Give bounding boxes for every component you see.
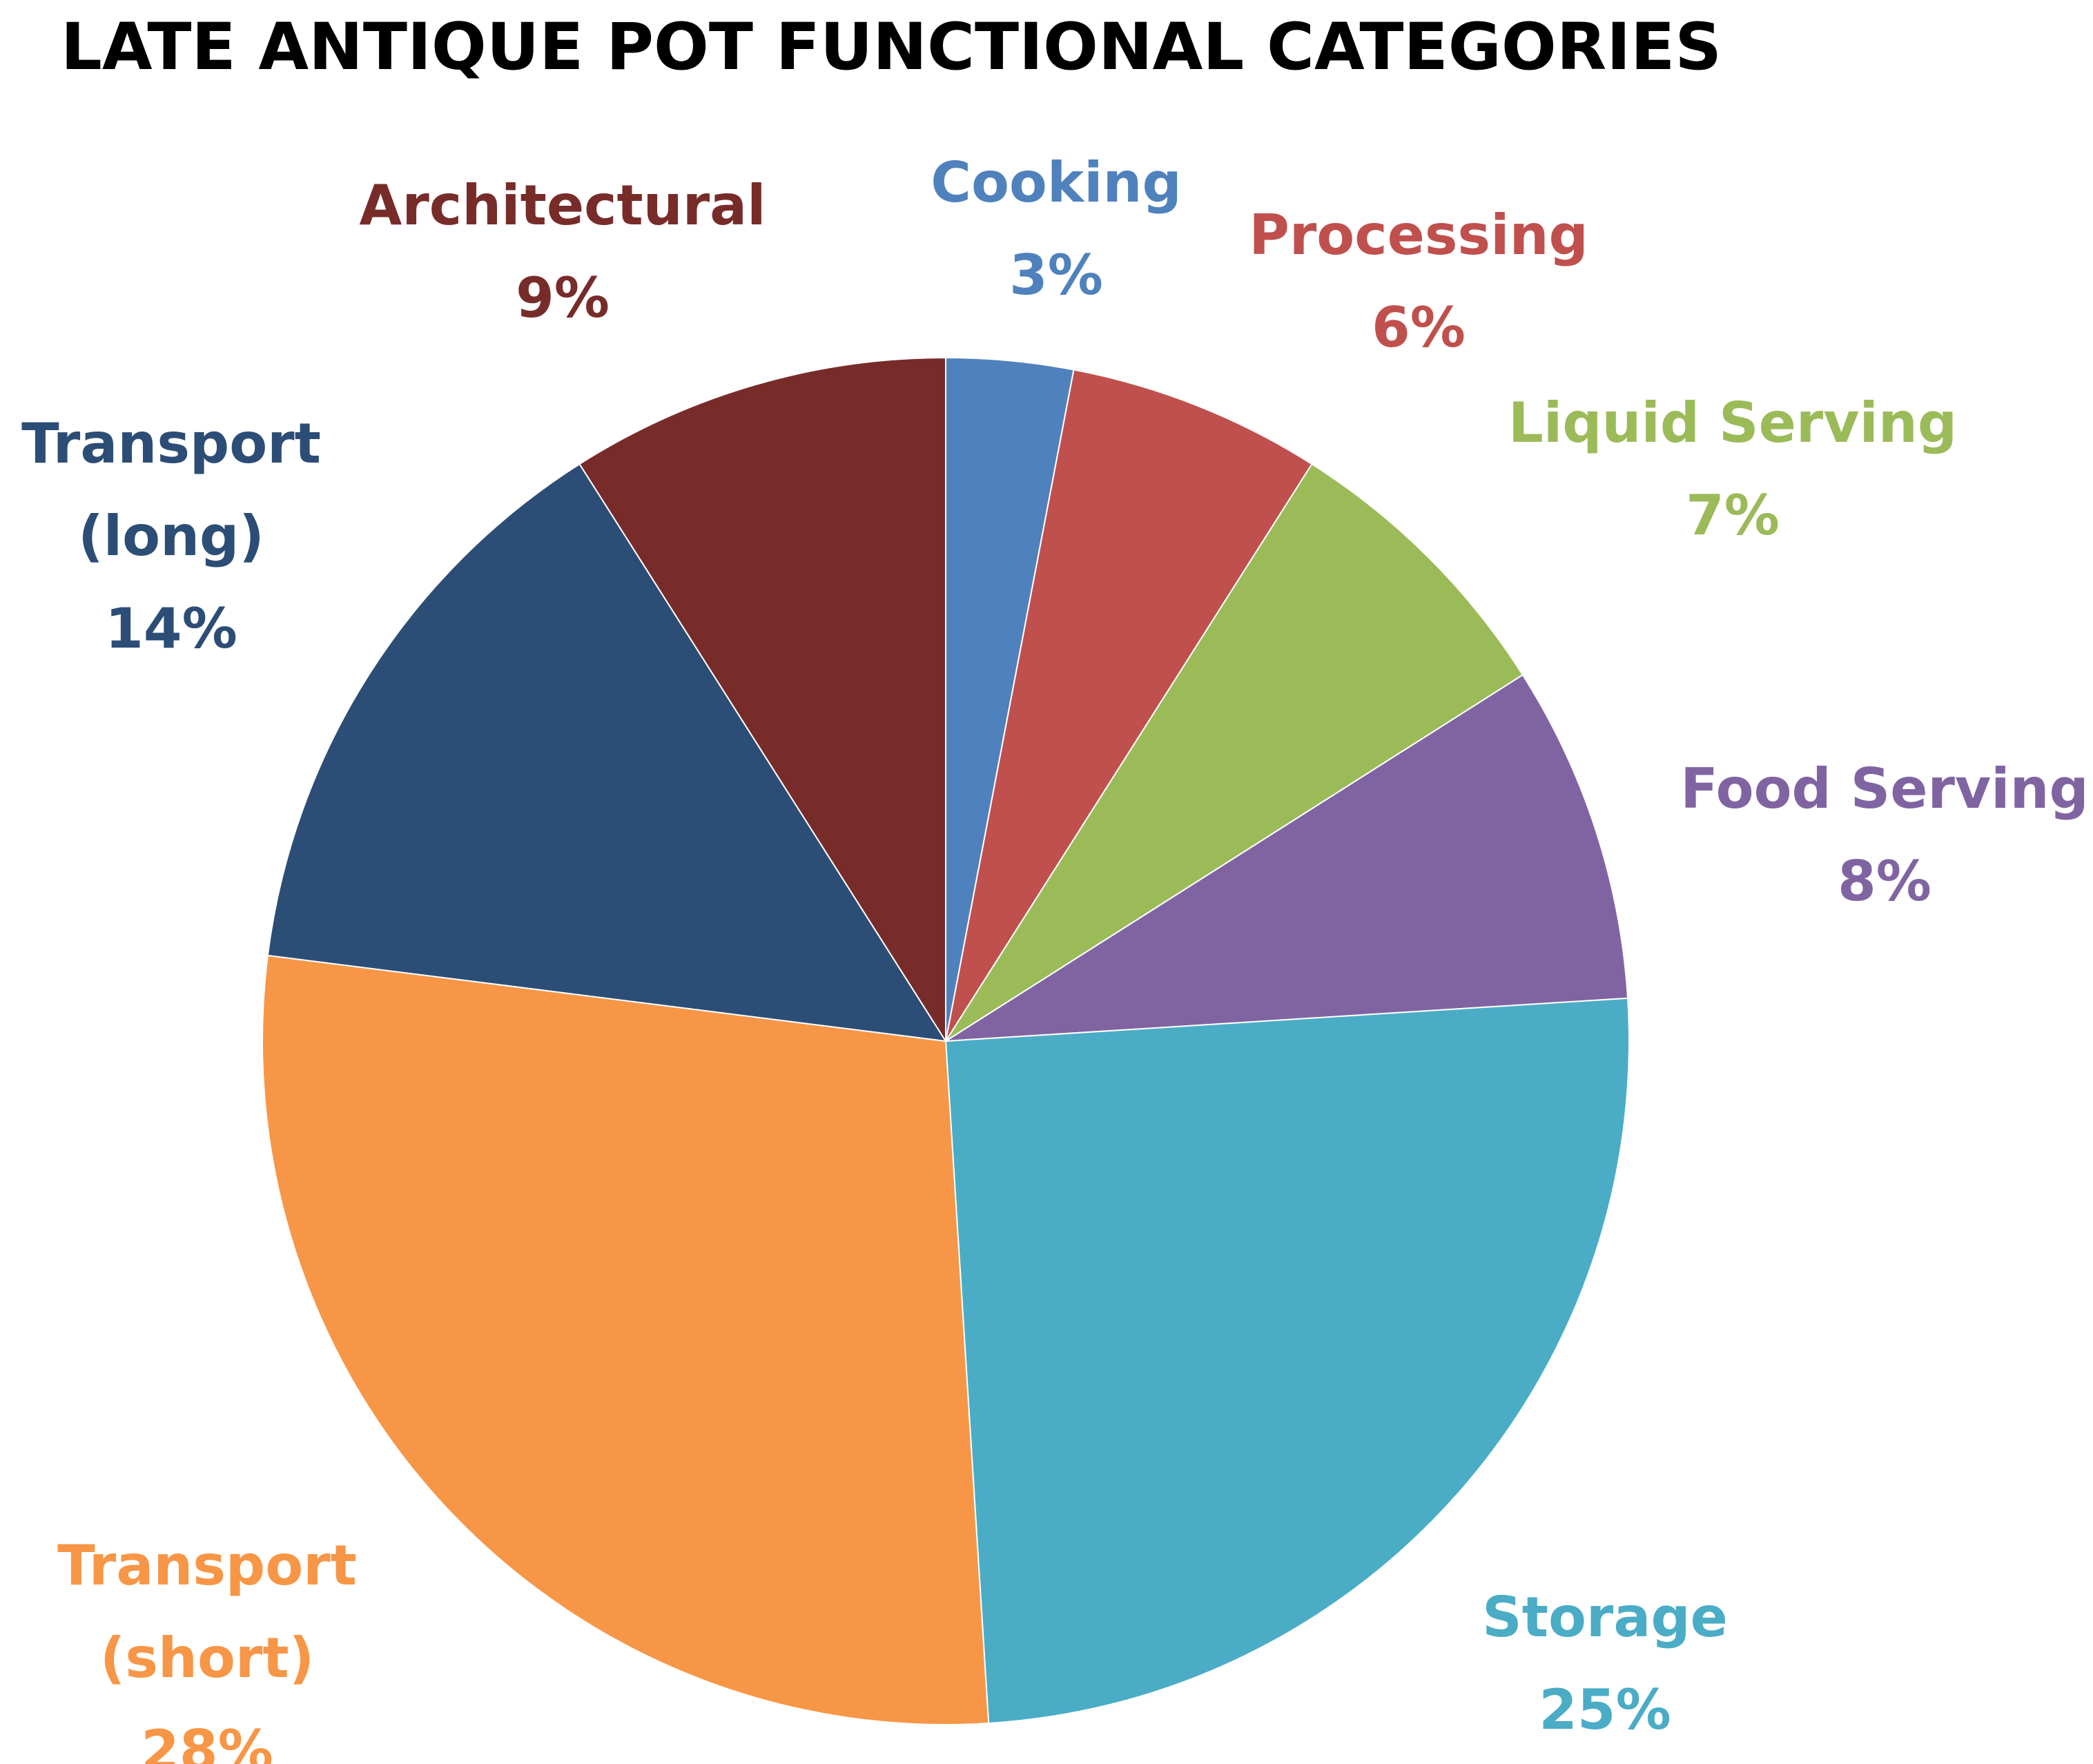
slice-name: (short) — [100, 1626, 314, 1690]
pie-slice-transport-short — [262, 954, 990, 1725]
slice-percent: 7% — [1686, 483, 1780, 547]
slice-percent: 14% — [105, 597, 237, 661]
slice-percent: 9% — [516, 266, 610, 330]
pie-slice-liquid-serving — [945, 463, 1524, 1042]
slice-name: Cooking — [931, 151, 1181, 215]
slice-label-food-serving: Food Serving 8% — [1680, 757, 2089, 913]
slice-label-transport-short: Transport (short) 28% — [57, 1533, 357, 1764]
slice-percent: 8% — [1838, 849, 1931, 913]
slice-label-cooking: Cooking 3% — [931, 151, 1181, 307]
slice-percent: 6% — [1372, 295, 1466, 360]
slice-labels: Cooking 3% Processing 6% Liquid Serving 7% Foo… — [21, 151, 2089, 1764]
chart-title: LATE ANTIQUE POT FUNCTIONAL CATEGORIES — [61, 10, 1722, 85]
slice-label-liquid-serving: Liquid Serving 7% — [1508, 391, 1957, 547]
slice-name: Architectural — [359, 173, 766, 238]
slice-name: Processing — [1249, 203, 1588, 267]
slice-name: Food Serving — [1680, 757, 2089, 821]
pie-slice-processing — [945, 369, 1313, 1042]
slice-name: Storage — [1482, 1585, 1728, 1649]
pie-slice-food-serving — [945, 674, 1629, 1042]
slice-name: Transport — [57, 1533, 357, 1598]
pie-slice-storage — [944, 997, 1630, 1725]
slice-name: Transport — [21, 411, 321, 476]
slice-percent: 25% — [1539, 1678, 1671, 1742]
slice-label-storage: Storage 25% — [1482, 1585, 1728, 1742]
pie-slice-transport-long — [266, 463, 947, 1043]
slice-name: Liquid Serving — [1508, 391, 1957, 455]
slice-name: (long) — [78, 504, 264, 568]
slice-percent: 3% — [1009, 243, 1103, 307]
slice-label-processing: Processing 6% — [1249, 203, 1588, 360]
slice-label-architectural: Architectural 9% — [359, 173, 766, 330]
pie-slice-architectural — [578, 356, 946, 1044]
pie-slices — [262, 356, 1630, 1725]
slice-label-transport-long: Transport (long) 14% — [21, 411, 321, 661]
slice-percent: 28% — [141, 1718, 273, 1764]
